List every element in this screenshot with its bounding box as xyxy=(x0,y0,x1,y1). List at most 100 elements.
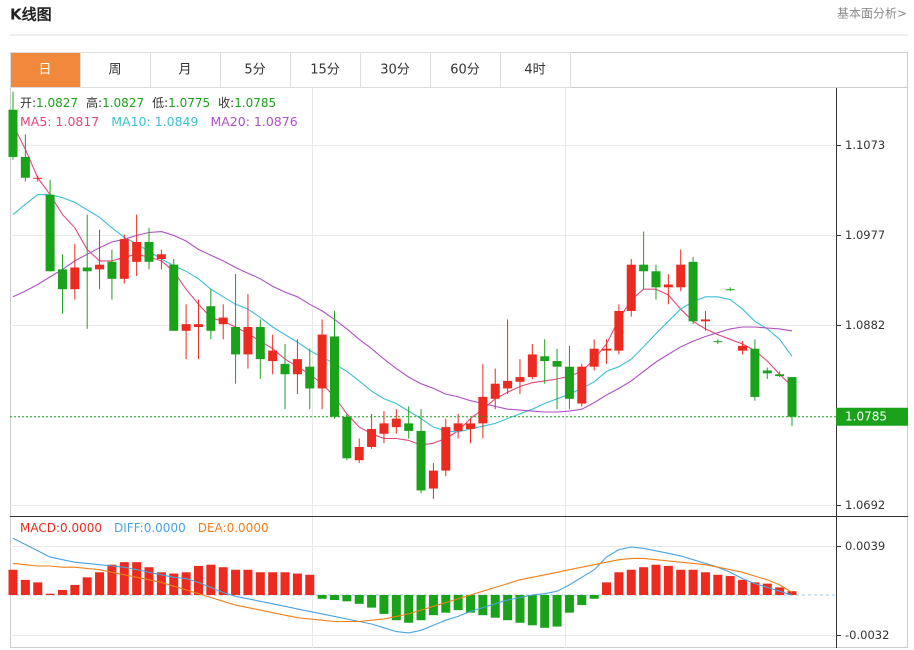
candle-body xyxy=(95,264,105,270)
tab[interactable] xyxy=(360,52,431,88)
candle-body xyxy=(70,267,80,290)
candle-body xyxy=(82,267,92,272)
macd-bar xyxy=(762,583,772,595)
macd-bar xyxy=(119,562,129,595)
macd-bar xyxy=(57,589,67,595)
tab-label[interactable]: 日 xyxy=(38,63,51,78)
macd-bar xyxy=(478,594,488,616)
ma-legend-value: 1.0849 xyxy=(155,114,199,129)
tab[interactable] xyxy=(430,52,501,88)
tab[interactable] xyxy=(500,52,571,88)
candle-body xyxy=(156,254,166,259)
tab-label[interactable]: 15分 xyxy=(310,63,340,78)
candle-body xyxy=(478,396,488,424)
candle-body xyxy=(428,470,438,489)
tab-label[interactable]: 5分 xyxy=(244,63,265,78)
candle-body xyxy=(725,289,735,291)
macd-bar xyxy=(626,569,636,595)
candle-body xyxy=(762,370,772,374)
tab-label[interactable]: 4时 xyxy=(524,63,545,78)
macd-bar xyxy=(441,594,451,613)
y-tick-label: 0.0039 xyxy=(845,539,885,553)
candle-body xyxy=(738,345,748,351)
candle-body xyxy=(527,354,537,378)
macd-bar xyxy=(132,562,142,595)
tab[interactable] xyxy=(290,52,361,88)
y-tick-label: 1.0977 xyxy=(845,228,885,242)
candle-body xyxy=(119,239,129,279)
macd-bar xyxy=(713,574,723,595)
macd-bar xyxy=(589,594,599,599)
candle-body xyxy=(132,241,142,262)
macd-bar xyxy=(70,584,80,595)
ma-legend-value: 1.0817 xyxy=(56,114,100,129)
macd-bar xyxy=(280,572,290,595)
tab-label[interactable]: 60分 xyxy=(450,63,480,78)
candle-body xyxy=(626,264,636,311)
candle-body xyxy=(564,366,574,399)
macd-bar xyxy=(292,573,302,595)
ohlc-label: 低: xyxy=(152,96,168,110)
macd-bar xyxy=(453,594,463,611)
last-price-box xyxy=(836,407,908,426)
candle-body xyxy=(676,264,686,288)
macd-bar xyxy=(243,569,253,595)
tab[interactable] xyxy=(10,52,81,88)
macd-bar xyxy=(466,594,476,613)
ohlc-value: 1.0827 xyxy=(102,96,144,110)
macd-bar xyxy=(379,594,389,614)
candle-body xyxy=(354,446,364,461)
ma-legend-value: 1.0876 xyxy=(254,114,298,129)
y-tick-label: 1.0882 xyxy=(845,318,885,332)
fundamentals-link[interactable]: 基本面分析> xyxy=(837,7,907,21)
candle-body xyxy=(305,366,315,389)
macd-bar xyxy=(577,594,587,606)
candle-body xyxy=(614,310,624,351)
candle-body xyxy=(515,377,525,382)
macd-bar xyxy=(317,594,327,599)
candle-body xyxy=(416,430,426,491)
tab[interactable] xyxy=(220,52,291,88)
macd-bar xyxy=(564,594,574,613)
macd-bar xyxy=(95,572,105,595)
macd-bar xyxy=(33,582,43,595)
macd-bar xyxy=(107,564,117,595)
candle-body xyxy=(589,348,599,367)
macd-line xyxy=(12,557,793,623)
candle-body xyxy=(193,324,203,328)
candle-body xyxy=(466,423,476,430)
y-tick-label: -0.0032 xyxy=(845,628,889,642)
macd-bar xyxy=(428,594,438,616)
macd-bar xyxy=(700,572,710,595)
macd-bar xyxy=(342,594,352,602)
macd-bar xyxy=(552,594,562,627)
candle-body xyxy=(404,423,414,431)
tab-label[interactable]: 月 xyxy=(178,63,191,78)
macd-legend-name: DEA: xyxy=(198,521,227,535)
macd-bar xyxy=(20,579,30,595)
ma-line xyxy=(12,194,793,433)
candle-body xyxy=(181,324,191,331)
candle-body xyxy=(639,264,649,272)
macd-bar xyxy=(193,565,203,595)
tab-label[interactable]: 周 xyxy=(108,63,121,78)
macd-bar xyxy=(416,594,426,621)
widget-title: K线图 xyxy=(10,6,52,24)
last-price-label: 1.0785 xyxy=(845,409,887,423)
macd-bar xyxy=(750,582,760,595)
candle-body xyxy=(280,363,290,375)
candle-body xyxy=(45,194,55,272)
macd-bar xyxy=(404,594,414,623)
candle-body xyxy=(775,374,785,377)
candle-body xyxy=(540,356,550,362)
macd-bar xyxy=(255,572,265,595)
macd-bar xyxy=(268,572,278,595)
candle-body xyxy=(169,264,179,331)
candle-body xyxy=(144,241,154,262)
candle-body xyxy=(503,380,513,389)
tab-label[interactable]: 30分 xyxy=(380,63,410,78)
ohlc-label: 收: xyxy=(218,96,234,110)
macd-bar xyxy=(490,594,500,618)
macd-bar xyxy=(367,594,377,608)
